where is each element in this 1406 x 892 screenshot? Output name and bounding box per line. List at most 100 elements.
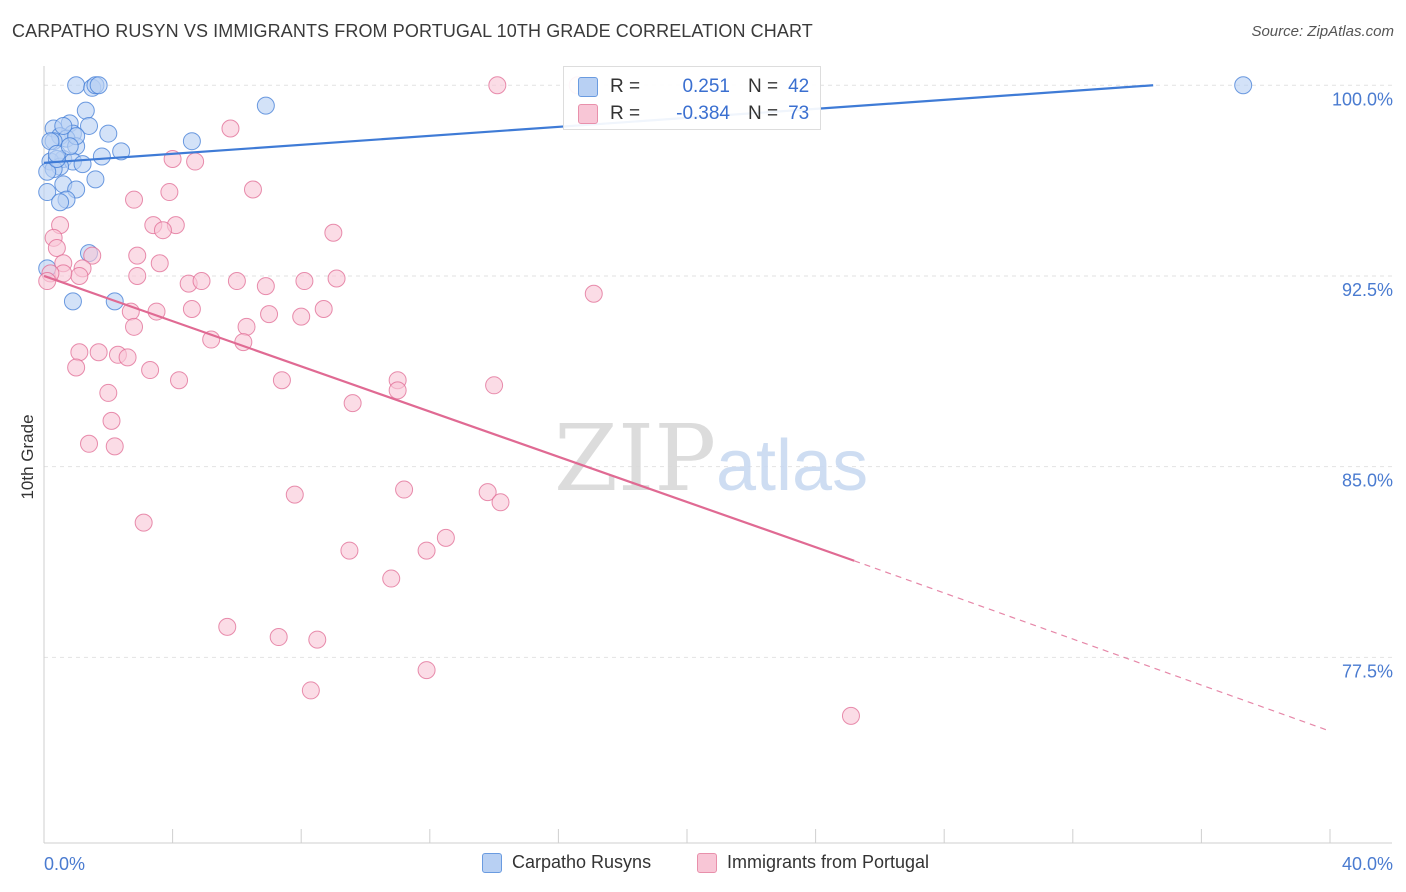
data-point: [86, 170, 105, 189]
data-point: [60, 137, 79, 156]
data-point: [417, 661, 436, 680]
legend-swatch-carpatho: [482, 852, 502, 873]
data-point: [221, 119, 240, 138]
stats-swatch-carpatho: [578, 77, 598, 97]
bottom-legend: Carpatho Rusyns Immigrants from Portugal: [0, 850, 1406, 878]
stats-r-value: 0.251: [682, 76, 730, 97]
data-point: [47, 238, 66, 257]
y-tick-label: 100.0%: [1332, 89, 1393, 109]
stats-legend-box: R = 0.251 N = 42 R = -0.384 N = 73: [563, 66, 821, 130]
data-point: [67, 358, 86, 377]
data-point: [125, 317, 144, 336]
data-point: [478, 483, 497, 502]
data-point: [51, 193, 70, 212]
legend-item-immigrants-portugal[interactable]: Immigrants from Portugal: [697, 852, 929, 873]
data-point: [153, 221, 172, 240]
data-point: [92, 147, 111, 166]
data-point: [301, 681, 320, 700]
source-attribution: Source: ZipAtlas.com: [1251, 23, 1394, 40]
data-point: [80, 116, 99, 135]
data-point: [54, 116, 73, 135]
legend-label-portugal: Immigrants from Portugal: [727, 852, 930, 872]
data-point: [1234, 76, 1253, 95]
data-point: [292, 307, 311, 326]
stats-r-label: R =: [610, 76, 641, 97]
data-point: [112, 142, 131, 161]
data-point: [102, 411, 121, 430]
data-point: [186, 152, 205, 171]
data-point: [218, 617, 237, 636]
data-point: [260, 305, 279, 324]
y-tick-label: 92.5%: [1342, 280, 1393, 300]
data-point: [382, 569, 401, 588]
data-point: [285, 485, 304, 504]
data-point: [584, 284, 603, 303]
data-point: [182, 132, 201, 151]
trend-line: [43, 274, 855, 562]
watermark-zip: ZIP: [554, 405, 716, 512]
data-point: [295, 272, 314, 291]
data-point: [256, 277, 275, 296]
data-point: [417, 541, 436, 560]
data-point: [243, 180, 262, 199]
data-point: [491, 493, 510, 512]
data-point: [227, 272, 246, 291]
data-point: [150, 254, 169, 273]
series-immigrants-from-portugal: [38, 76, 860, 725]
data-point: [125, 190, 144, 209]
data-point: [269, 628, 288, 647]
data-point: [436, 528, 455, 547]
data-point: [256, 96, 275, 115]
axes: [43, 66, 1392, 844]
legend-label-carpatho: Carpatho Rusyns: [512, 852, 652, 872]
data-point: [340, 541, 359, 560]
data-point: [80, 434, 99, 453]
x-tick-label: 40.0%: [1342, 854, 1393, 874]
data-point: [488, 76, 507, 95]
data-point: [272, 371, 291, 390]
data-point: [105, 437, 124, 456]
data-point: [99, 383, 118, 402]
data-point: [841, 706, 860, 725]
stats-r-value: -0.384: [676, 103, 730, 124]
legend-swatch-portugal: [697, 852, 717, 873]
stats-n-label: N =: [748, 103, 779, 124]
data-point: [38, 272, 57, 291]
x-tick-label: 0.0%: [44, 854, 85, 874]
legend-item-carpatho-rusyns[interactable]: Carpatho Rusyns: [482, 852, 651, 873]
data-point: [73, 155, 92, 174]
data-point: [83, 246, 102, 265]
data-point: [395, 480, 414, 499]
stats-r-label: R =: [610, 103, 641, 124]
watermark: ZIP atlas: [554, 405, 868, 512]
data-point: [63, 292, 82, 311]
data-point: [76, 101, 95, 120]
data-point: [118, 348, 137, 367]
data-point: [324, 223, 343, 242]
data-point: [70, 266, 89, 285]
stats-n-value: 42: [788, 76, 810, 97]
data-point: [67, 76, 86, 95]
data-point: [308, 630, 327, 649]
gridlines: [44, 84, 1392, 658]
data-point: [182, 300, 201, 319]
watermark-atlas: atlas: [716, 426, 868, 506]
trend-line-extension: [853, 560, 1331, 732]
data-point: [89, 76, 108, 95]
data-point: [128, 246, 147, 265]
chart-title: CARPATHO RUSYN VS IMMIGRANTS FROM PORTUG…: [12, 21, 813, 41]
data-point: [128, 266, 147, 285]
y-tick-label: 77.5%: [1342, 661, 1393, 681]
data-point: [160, 183, 179, 202]
stats-n-value: 73: [788, 103, 810, 124]
data-point: [141, 361, 160, 380]
data-point: [343, 394, 362, 413]
stats-row-portugal: R = -0.384 N = 73: [578, 100, 809, 128]
data-point: [170, 371, 189, 390]
stats-n-label: N =: [748, 76, 779, 97]
y-tick-label: 85.0%: [1342, 471, 1393, 491]
stats-swatch-portugal: [578, 104, 598, 124]
data-point: [134, 513, 153, 532]
data-point: [38, 183, 57, 202]
